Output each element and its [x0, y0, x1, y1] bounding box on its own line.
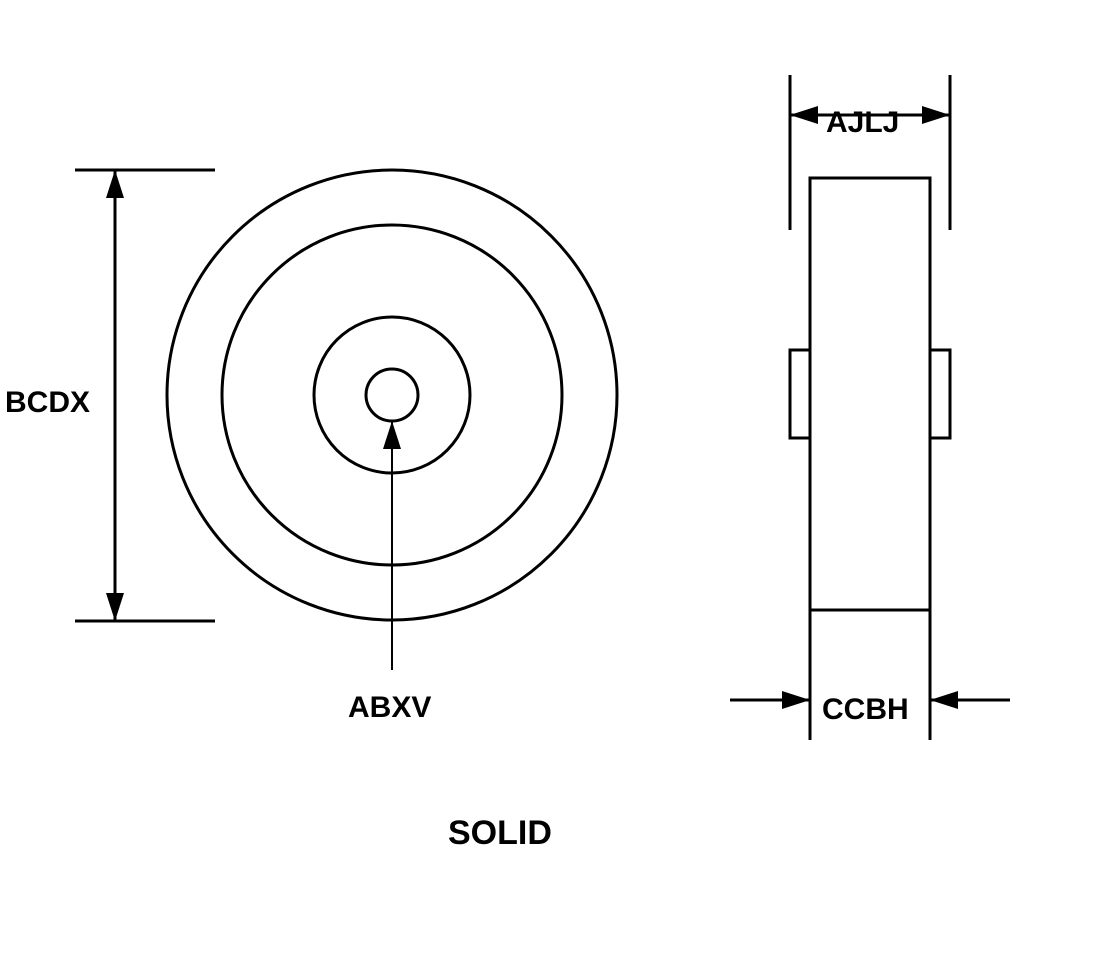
- bcdx-label: BCDX: [5, 386, 90, 420]
- diagram-container: BCDX ABXV AJLJ CCBH SOLID: [0, 0, 1099, 964]
- ccbh-label: CCBH: [822, 693, 909, 727]
- diagram-title: SOLID: [448, 814, 552, 853]
- abxv-label: ABXV: [348, 691, 431, 725]
- ajlj-label: AJLJ: [826, 106, 899, 140]
